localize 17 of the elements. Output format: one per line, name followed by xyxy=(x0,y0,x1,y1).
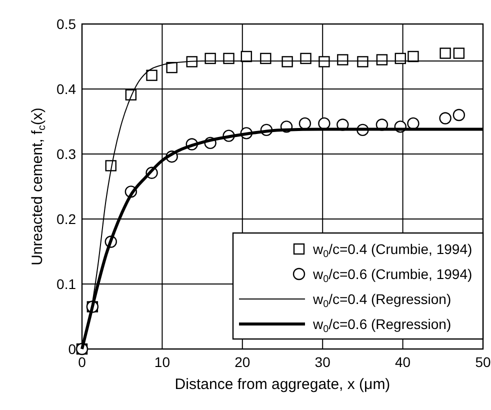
legend-label: w$_{0}$/c=0.4 (Crumbie, 1994) xyxy=(312,241,472,260)
y-tick-label: 0.3 xyxy=(56,146,76,162)
x-axis-title: Distance from aggregate, x (μm) xyxy=(174,376,390,393)
y-tick-label: 0 xyxy=(68,341,76,357)
x-tick-label: 50 xyxy=(475,354,491,370)
y-tick-label: 0.2 xyxy=(56,211,76,227)
y-tick-label: 0.4 xyxy=(56,81,76,97)
x-tick-label: 0 xyxy=(78,354,86,370)
x-tick-label: 20 xyxy=(234,354,250,370)
y-tick-label: 0.1 xyxy=(56,276,76,292)
x-tick-label: 30 xyxy=(314,354,331,370)
legend-label: w$_{0}$/c=0.6 (Regression) xyxy=(312,316,452,334)
legend-label: w$_{0}$/c=0.4 (Regression) xyxy=(312,291,452,310)
legend-label: w$_{0}$/c=0.6 (Crumbie, 1994) xyxy=(312,266,472,284)
x-tick-label: 40 xyxy=(395,354,411,370)
x-tick-label: 10 xyxy=(154,354,170,370)
y-tick-label: 0.5 xyxy=(56,16,76,32)
